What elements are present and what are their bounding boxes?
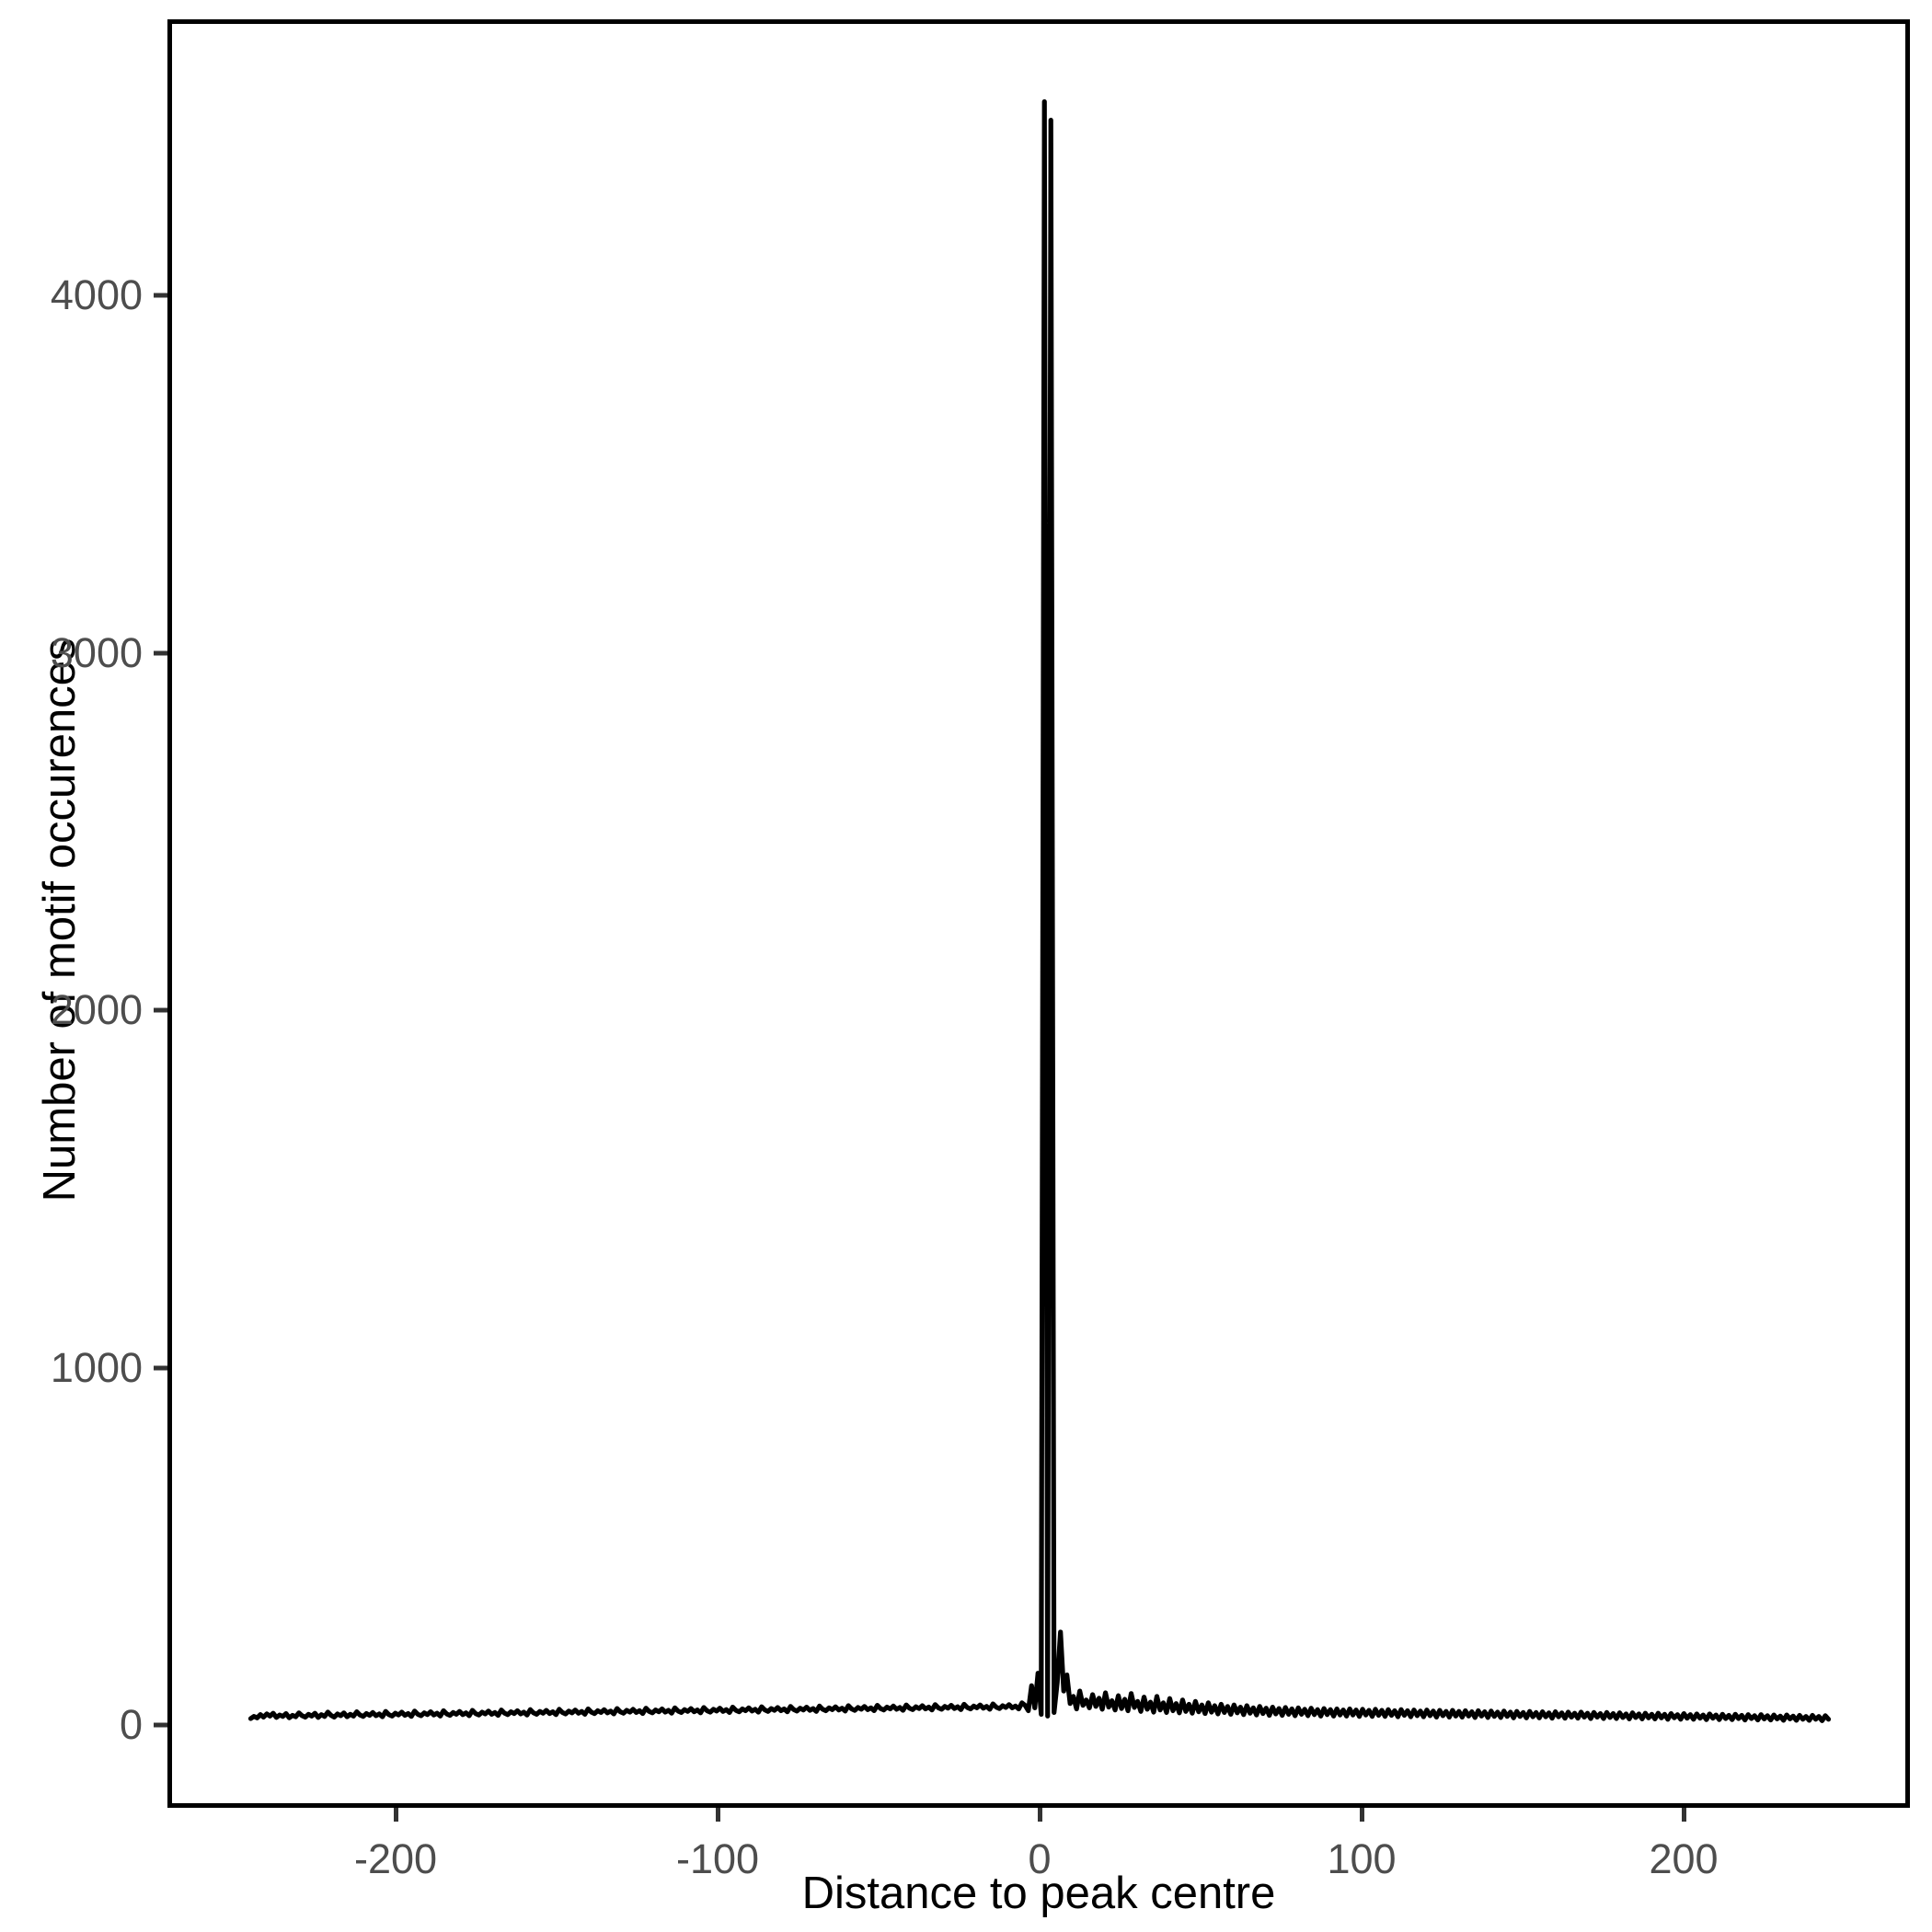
- x-tick-mark: [394, 1808, 398, 1822]
- x-tick-mark: [1682, 1808, 1686, 1822]
- y-tick-label: 2000: [50, 986, 143, 1033]
- x-tick-label: 100: [1327, 1835, 1397, 1882]
- y-tick-label: 3000: [50, 628, 143, 676]
- y-tick-label: 4000: [50, 271, 143, 318]
- y-tick-label: 0: [119, 1701, 143, 1748]
- x-tick-label: -200: [353, 1835, 438, 1882]
- y-tick-label: 1000: [50, 1343, 143, 1391]
- x-tick-mark: [1360, 1808, 1364, 1822]
- y-tick-mark: [154, 650, 167, 655]
- x-tick-mark: [1038, 1808, 1042, 1822]
- x-tick-label: -100: [675, 1835, 760, 1882]
- y-tick-mark: [154, 293, 167, 298]
- y-tick-mark: [154, 1722, 167, 1728]
- plot-panel: [167, 19, 1910, 1808]
- x-tick-label: 200: [1649, 1835, 1719, 1882]
- data-series-line: [247, 98, 1832, 1723]
- x-tick-label: 0: [1028, 1835, 1052, 1882]
- plot-area: [247, 98, 1832, 1723]
- x-tick-mark: [716, 1808, 720, 1822]
- x-axis-title: Distance to peak centre: [801, 1869, 1276, 1918]
- y-tick-mark: [154, 1365, 167, 1370]
- y-tick-mark: [154, 1007, 167, 1013]
